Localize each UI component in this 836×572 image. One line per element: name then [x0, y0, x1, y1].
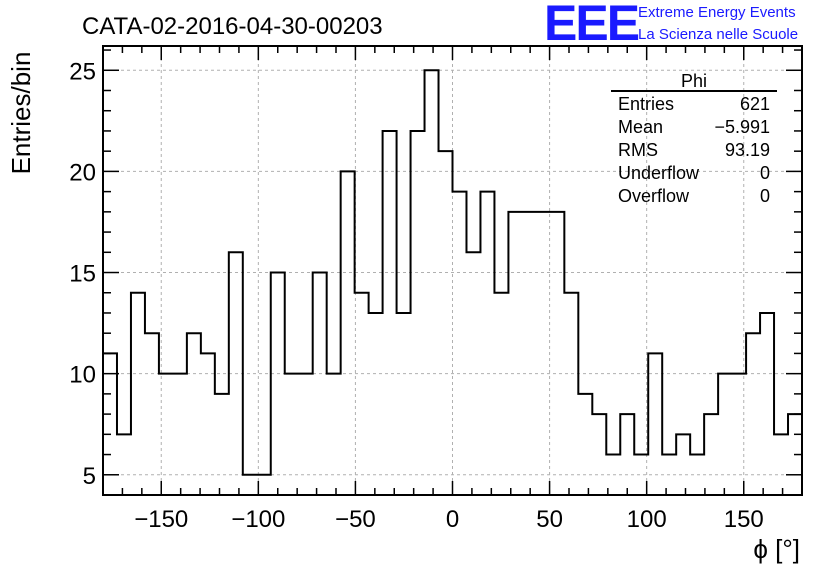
stats-label: Underflow [618, 163, 700, 183]
x-tick-label: 0 [446, 506, 459, 533]
stats-value: −5.991 [714, 117, 770, 137]
stats-label: Entries [618, 94, 674, 114]
y-tick-label: 10 [69, 362, 96, 389]
x-axis-title: ϕ [°] [753, 534, 800, 564]
stats-value: 621 [740, 94, 770, 114]
stats-label: RMS [618, 140, 658, 160]
histogram-line [103, 69, 802, 476]
eee-logo: EEE [544, 0, 640, 51]
x-tick-label: −100 [231, 506, 285, 533]
x-tick-label: −150 [134, 506, 188, 533]
x-tick-label: 50 [536, 506, 563, 533]
x-tick-label: 150 [724, 506, 764, 533]
y-tick-label: 5 [83, 463, 96, 490]
x-tick-labels: −150 −100 −50 0 50 100 150 [134, 506, 764, 533]
grid-lines [103, 46, 802, 495]
stats-rows: Entries 621 Mean −5.991 RMS 93.19 Underflow 0 Ov… [618, 94, 770, 206]
brand-line-2: La Scienza nelle Scuole [638, 26, 799, 43]
axis-ticks [102, 46, 803, 495]
y-tick-label: 25 [69, 58, 96, 85]
x-tick-label: 100 [627, 506, 667, 533]
stats-label: Mean [618, 117, 663, 137]
y-tick-labels: 5 10 15 20 25 [69, 58, 96, 490]
stats-box: Phi Entries 621 Mean −5.991 RMS 93.19 Underflo… [611, 71, 777, 206]
chart-title: CATA-02-2016-04-30-00203 [82, 13, 383, 40]
stats-value: 0 [760, 186, 770, 206]
x-tick-label: −50 [335, 506, 376, 533]
stats-value: 0 [760, 163, 770, 183]
stats-label: Overflow [618, 186, 690, 206]
stats-title: Phi [681, 71, 707, 91]
brand-line-1: Extreme Energy Events [638, 4, 796, 21]
y-axis-title: Entries/bin [6, 52, 36, 175]
stats-value: 93.19 [725, 140, 770, 160]
y-tick-label: 20 [69, 159, 96, 186]
y-tick-label: 15 [69, 261, 96, 288]
